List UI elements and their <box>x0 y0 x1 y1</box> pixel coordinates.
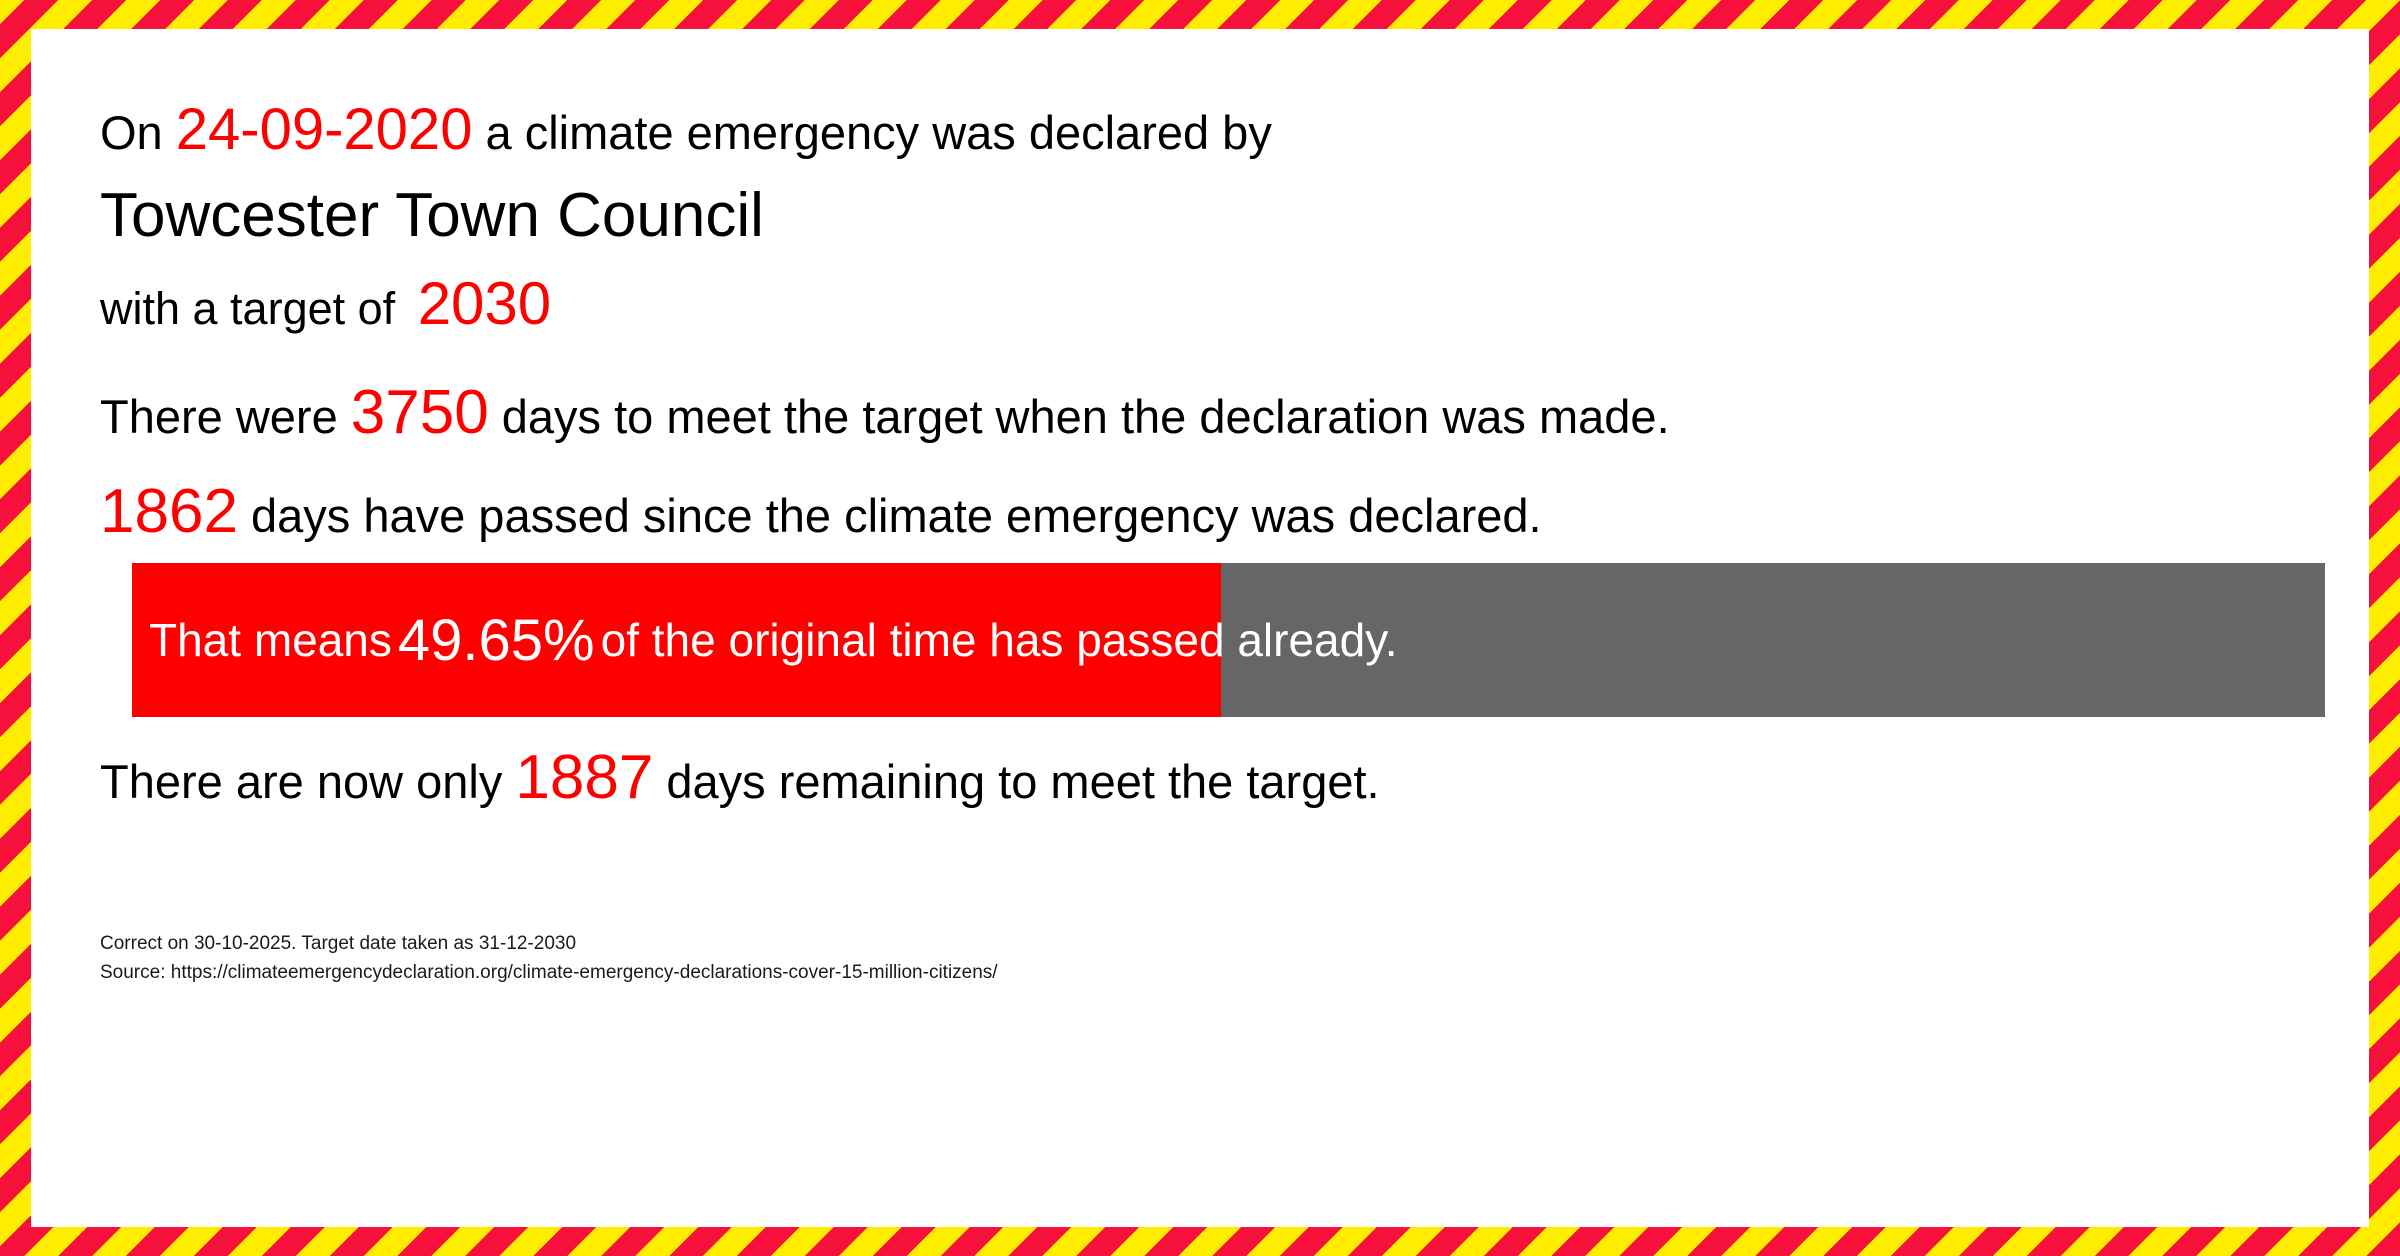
declaration-suffix: a climate emergency was declared by <box>485 106 1272 159</box>
progress-percent: 49.65% <box>397 607 595 673</box>
remaining-days-value: 1887 <box>515 743 654 812</box>
original-days-suffix: days to meet the target when the declara… <box>501 390 1670 443</box>
progress-suffix: of the original time has passed already. <box>600 614 1398 666</box>
remaining-days-suffix: days remaining to meet the target. <box>666 755 1380 808</box>
declaration-prefix: On <box>100 106 163 159</box>
elapsed-days-suffix: days have passed since the climate emerg… <box>251 489 1542 542</box>
elapsed-days-value: 1862 <box>100 477 238 546</box>
progress-bar-fill <box>132 563 1221 717</box>
progress-prefix: That means <box>149 614 392 666</box>
elapsed-days-line: 1862 days have passed since the climate … <box>100 481 1542 543</box>
declaration-date: 24-09-2020 <box>175 97 473 162</box>
original-days-value: 3750 <box>350 378 489 447</box>
original-days-line: There were 3750 days to meet the target … <box>100 382 1670 444</box>
council-name: Towcester Town Council <box>100 181 764 250</box>
declaration-headline: On 24-09-2020 a climate emergency was de… <box>100 101 1272 159</box>
footer-correct-on: Correct on 30-10-2025. Target date taken… <box>100 933 577 954</box>
progress-bar-label: That means 49.65% of the original time h… <box>149 563 1398 717</box>
original-days-prefix: There were <box>100 390 338 443</box>
poster-card: On 24-09-2020 a climate emergency was de… <box>31 29 2369 1227</box>
remaining-days-line: There are now only 1887 days remaining t… <box>100 747 1380 809</box>
remaining-days-prefix: There are now only <box>100 755 503 808</box>
target-year-line: with a target of 2030 <box>100 274 551 334</box>
footer-source: Source: https://climateemergencydeclarat… <box>100 962 998 984</box>
footer-notes: Correct on 30-10-2025. Target date taken… <box>100 929 998 988</box>
target-year: 2030 <box>417 270 552 337</box>
target-prefix: with a target of <box>100 283 396 334</box>
poster-content: On 24-09-2020 a climate emergency was de… <box>100 59 2329 1217</box>
time-elapsed-progress-bar: That means 49.65% of the original time h… <box>132 563 2325 717</box>
